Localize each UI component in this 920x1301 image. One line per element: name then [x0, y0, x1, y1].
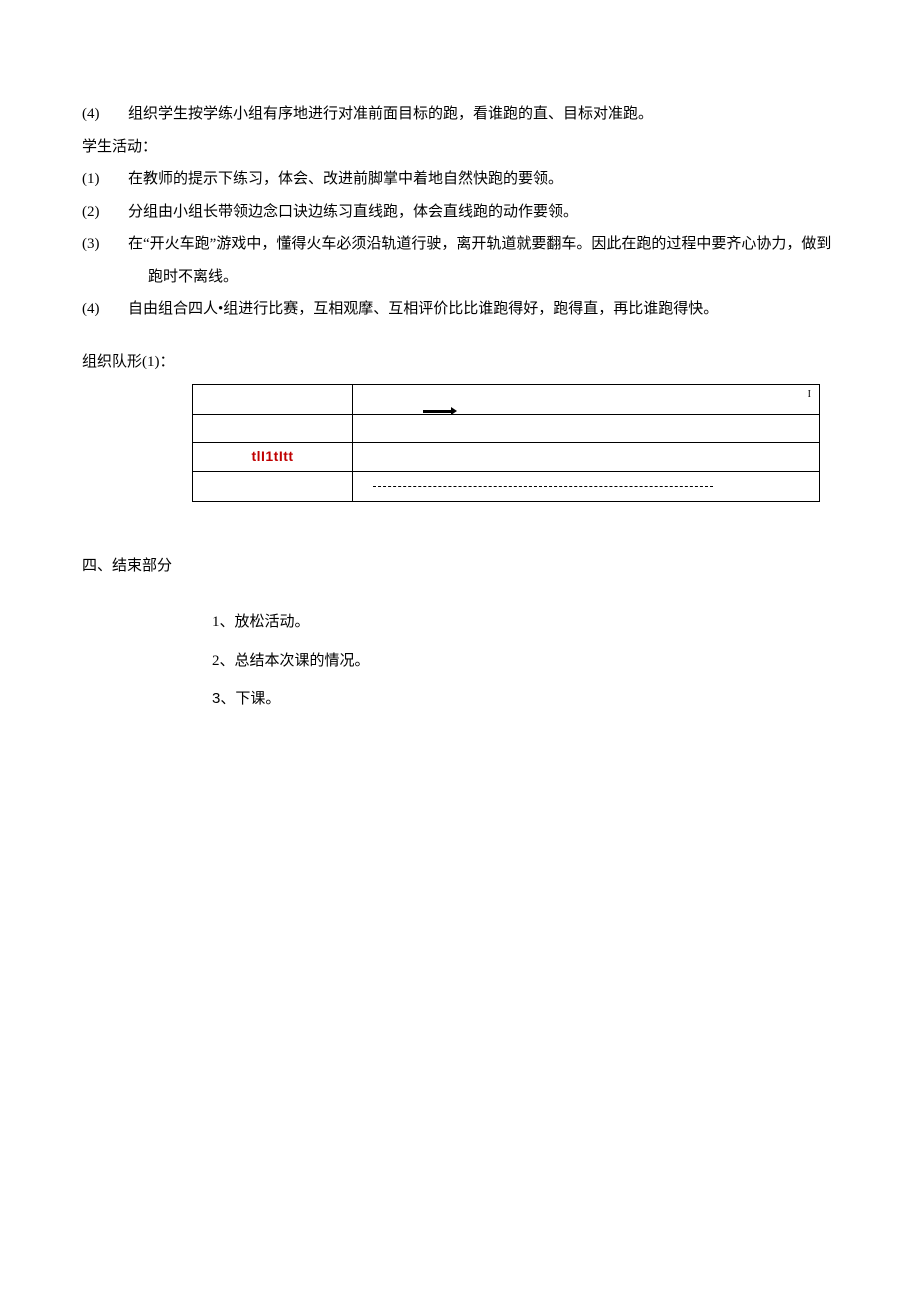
teacher-activity-item-4: (4) 组织学生按学练小组有序地进行对准前面目标的跑，看谁跑的直、目标对准跑。	[82, 100, 840, 129]
closing-item-3-text: 、下课。	[220, 691, 280, 707]
formation-table: I tlI1tItt	[192, 384, 820, 502]
item-number: (1)	[82, 165, 128, 194]
table-cell	[193, 385, 353, 415]
formation-label: 组织队形(1)：	[82, 348, 840, 377]
item-number: (4)	[82, 100, 128, 129]
student-activity-label: 学生活动：	[82, 133, 840, 162]
item-text-cont: 跑时不离线。	[128, 263, 840, 292]
table-cell	[193, 414, 353, 442]
closing-item-3: 3、下课。	[212, 685, 840, 714]
table-row: tlI1tItt	[193, 442, 820, 472]
closing-list: 1、放松活动。 2、总结本次课的情况。 3、下课。	[82, 608, 840, 714]
tick-mark-icon: I	[808, 385, 811, 404]
student-activity-item-2: (2) 分组由小组长带领边念口诀边练习直线跑，体会直线跑的动作要领。	[82, 198, 840, 227]
table-cell-red: tlI1tItt	[193, 442, 353, 472]
red-text: tlI1tItt	[251, 448, 293, 464]
table-cell-arrow: I	[353, 385, 820, 415]
table-row	[193, 472, 820, 502]
student-activity-item-4: (4) 自由组合四人•组进行比赛，互相观摩、互相评价比比谁跑得好，跑得直，再比谁…	[82, 295, 840, 324]
closing-item-2: 2、总结本次课的情况。	[212, 647, 840, 676]
student-activity-item-1: (1) 在教师的提示下练习，体会、改进前脚掌中着地自然快跑的要领。	[82, 165, 840, 194]
item-text: 分组由小组长带领边念口诀边练习直线跑，体会直线跑的动作要领。	[128, 198, 840, 227]
item-text: 组织学生按学练小组有序地进行对准前面目标的跑，看谁跑的直、目标对准跑。	[128, 100, 840, 129]
section-4-title: 四、结束部分	[82, 552, 840, 581]
table-cell	[353, 442, 820, 472]
item-text: 在教师的提示下练习，体会、改进前脚掌中着地自然快跑的要领。	[128, 165, 840, 194]
student-activity-item-3-cont: 跑时不离线。	[82, 263, 840, 292]
table-cell	[353, 414, 820, 442]
closing-item-1: 1、放松活动。	[212, 608, 840, 637]
table-row	[193, 414, 820, 442]
student-activity-item-3: (3) 在“开火车跑”游戏中，懂得火车必须沿轨道行驶，离开轨道就要翻车。因此在跑…	[82, 230, 840, 259]
table-cell	[193, 472, 353, 502]
item-text: 在“开火车跑”游戏中，懂得火车必须沿轨道行驶，离开轨道就要翻车。因此在跑的过程中…	[128, 230, 840, 259]
formation-table-wrap: I tlI1tItt	[82, 384, 840, 502]
table-cell-dashed	[353, 472, 820, 502]
dashed-line-icon	[373, 486, 713, 487]
item-number-blank	[82, 263, 128, 292]
arrow-icon	[423, 397, 457, 403]
item-number: (2)	[82, 198, 128, 227]
item-number: (3)	[82, 230, 128, 259]
item-number: (4)	[82, 295, 128, 324]
section-4: 四、结束部分 1、放松活动。 2、总结本次课的情况。 3、下课。	[82, 552, 840, 714]
item-text: 自由组合四人•组进行比赛，互相观摩、互相评价比比谁跑得好，跑得直，再比谁跑得快。	[128, 295, 840, 324]
table-row: I	[193, 385, 820, 415]
